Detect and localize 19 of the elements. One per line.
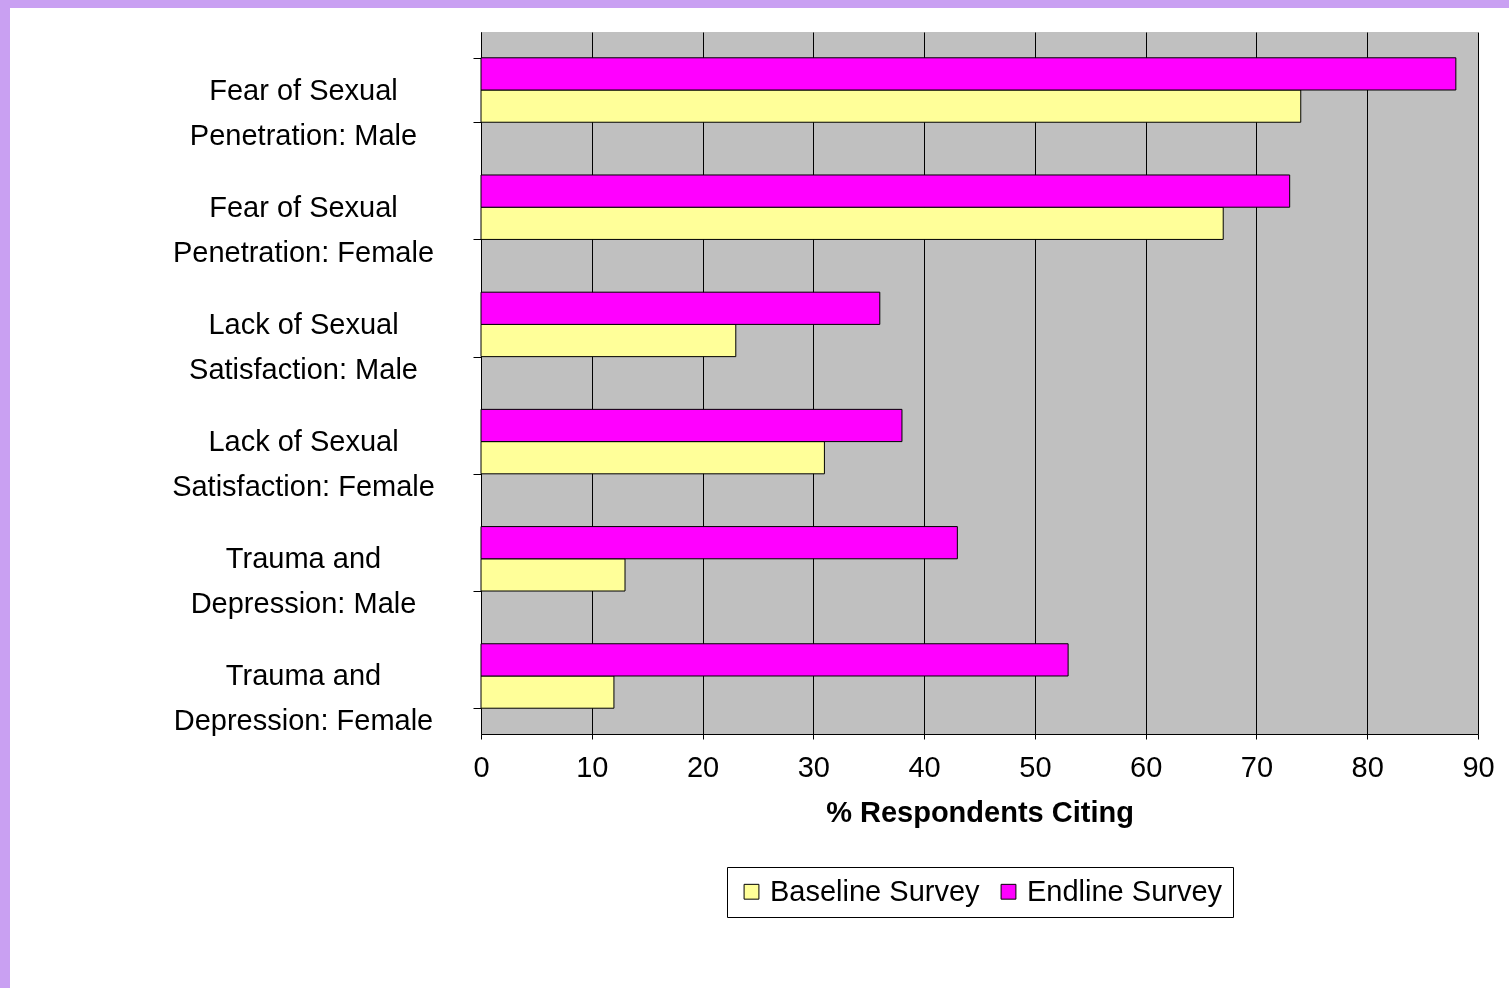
x-tick-label: 20 <box>686 750 720 783</box>
x-axis-title: % Respondents Citing <box>826 795 1134 828</box>
x-tick-label: 40 <box>908 750 941 783</box>
y-tick-label: Trauma and Depression: Female <box>173 659 434 737</box>
y-tick-label: Lack of Sexual Satisfaction: Female <box>172 425 435 503</box>
x-tick-label: 30 <box>797 750 830 783</box>
y-tick-label: Lack of Sexual Satisfaction: Male <box>189 307 418 385</box>
x-tick-label: 70 <box>1240 750 1274 783</box>
x-tick-label: 50 <box>1019 750 1052 783</box>
x-tick-label: 80 <box>1351 750 1384 783</box>
x-tick-label: 60 <box>1130 750 1163 783</box>
legend-label: Endline Survey <box>1027 874 1223 907</box>
x-tick-label: 0 <box>473 750 490 783</box>
y-tick-label: Trauma and Depression: Male <box>190 542 417 620</box>
y-tick-label: Fear of Sexual Penetration: Male <box>189 73 418 151</box>
x-tick-label: 10 <box>576 750 609 783</box>
legend-label: Baseline Survey <box>770 874 981 907</box>
x-tick-label: 90 <box>1462 750 1495 783</box>
y-tick-label: Fear of Sexual Penetration: Female <box>172 190 435 268</box>
